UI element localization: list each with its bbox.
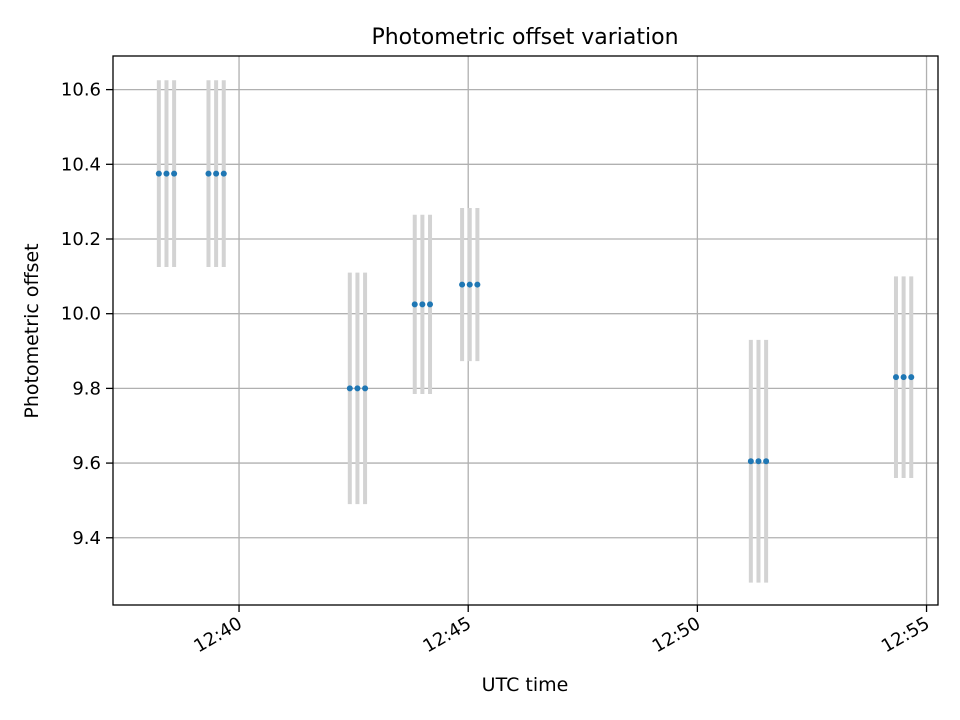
data-point bbox=[474, 281, 481, 288]
data-point bbox=[220, 170, 227, 177]
data-point bbox=[155, 170, 162, 177]
data-point bbox=[163, 170, 170, 177]
data-point bbox=[755, 458, 762, 465]
x-tick-label: 12:50 bbox=[649, 613, 704, 657]
x-tick-label: 12:55 bbox=[878, 613, 933, 657]
plot-frame bbox=[112, 55, 939, 606]
data-point bbox=[354, 385, 361, 392]
data-point bbox=[213, 170, 220, 177]
x-tick-label: 12:40 bbox=[190, 613, 245, 657]
data-point bbox=[411, 301, 418, 308]
data-point bbox=[362, 385, 369, 392]
y-tick-label: 9.8 bbox=[72, 378, 101, 399]
data-point bbox=[346, 385, 353, 392]
grid bbox=[113, 56, 938, 605]
axis-ticks: 12:40 12:45 12:50 12:55 9.4 9.6 9.8 10.0 10.2 10.… bbox=[61, 80, 933, 658]
data-point bbox=[419, 301, 426, 308]
data-point bbox=[205, 170, 212, 177]
y-tick-label: 10.2 bbox=[61, 229, 101, 250]
y-tick-label: 9.6 bbox=[72, 453, 101, 474]
data-point bbox=[171, 170, 178, 177]
y-tick-label: 10.4 bbox=[61, 154, 101, 175]
y-tick-label: 10.6 bbox=[61, 80, 101, 101]
y-tick-label: 10.0 bbox=[61, 304, 101, 325]
error-bars bbox=[156, 80, 914, 583]
data-point bbox=[427, 301, 434, 308]
data-point bbox=[459, 281, 466, 288]
y-axis-label: Photometric offset bbox=[21, 243, 43, 418]
x-tick-label: 12:45 bbox=[420, 613, 475, 657]
data-point bbox=[892, 374, 899, 381]
data-point bbox=[763, 458, 770, 465]
y-tick-label: 9.4 bbox=[72, 528, 101, 549]
data-point bbox=[900, 374, 907, 381]
data-point bbox=[747, 458, 754, 465]
data-points bbox=[155, 170, 915, 465]
chart-title: Photometric offset variation bbox=[371, 25, 678, 50]
data-point bbox=[908, 374, 915, 381]
x-axis-label: UTC time bbox=[482, 674, 569, 696]
data-point bbox=[466, 281, 473, 288]
